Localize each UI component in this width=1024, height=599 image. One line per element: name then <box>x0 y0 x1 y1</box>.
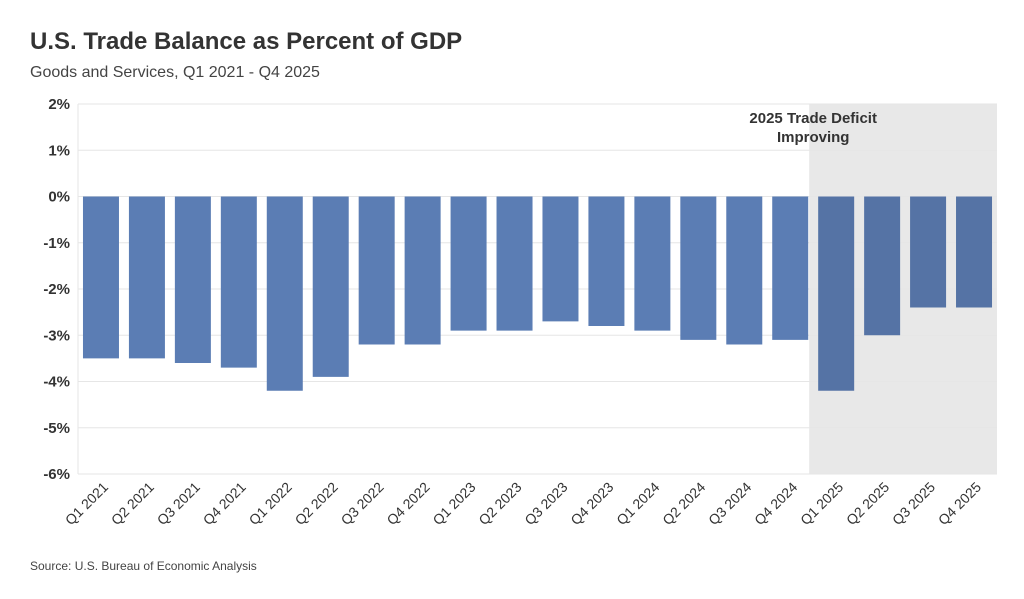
x-tick-label: Q1 2021 <box>62 479 111 528</box>
bar-q2-2023 <box>496 196 533 331</box>
bar-q3-2023 <box>542 196 579 322</box>
y-tick-label: -6% <box>43 466 70 483</box>
bar-q4-2022 <box>404 196 441 345</box>
bar-q4-2025 <box>956 196 993 308</box>
x-tick-label: Q4 2025 <box>935 479 984 528</box>
x-tick-label: Q3 2024 <box>705 479 754 528</box>
x-tick-label: Q1 2022 <box>246 479 295 528</box>
bar-q4-2023 <box>588 196 625 326</box>
x-tick-label: Q3 2025 <box>889 479 938 528</box>
x-tick-label: Q2 2024 <box>659 479 708 528</box>
x-tick-label: Q4 2023 <box>567 479 616 528</box>
bar-q3-2025 <box>910 196 947 308</box>
x-tick-label: Q2 2023 <box>475 479 524 528</box>
annotation-text: 2025 Trade Deficit <box>749 110 877 127</box>
bar-q2-2024 <box>680 196 717 340</box>
x-tick-label: Q3 2022 <box>337 479 386 528</box>
bar-q2-2021 <box>128 196 165 359</box>
bar-q1-2024 <box>634 196 671 331</box>
bar-q3-2024 <box>726 196 763 345</box>
x-tick-label: Q4 2022 <box>383 479 432 528</box>
bar-q1-2022 <box>266 196 303 391</box>
bar-q4-2024 <box>772 196 809 340</box>
y-tick-label: -2% <box>43 281 70 298</box>
x-tick-label: Q2 2022 <box>292 479 341 528</box>
bar-q2-2025 <box>864 196 901 336</box>
bar-q1-2023 <box>450 196 487 331</box>
y-tick-label: 1% <box>48 142 70 159</box>
bar-q1-2021 <box>82 196 119 359</box>
y-tick-label: -5% <box>43 420 70 437</box>
bar-q3-2022 <box>358 196 395 345</box>
x-tick-label: Q4 2024 <box>751 479 800 528</box>
y-tick-label: -3% <box>43 327 70 344</box>
annotation-text: Improving <box>777 129 850 146</box>
x-tick-label: Q3 2023 <box>521 479 570 528</box>
bar-q4-2021 <box>220 196 257 368</box>
y-tick-label: -4% <box>43 374 70 391</box>
y-tick-label: 2% <box>48 96 70 113</box>
source-note: Source: U.S. Bureau of Economic Analysis <box>30 559 257 573</box>
bar-q2-2022 <box>312 196 349 377</box>
x-tick-label: Q2 2021 <box>108 479 157 528</box>
y-tick-label: -1% <box>43 235 70 252</box>
chart-title: U.S. Trade Balance as Percent of GDP <box>30 28 463 55</box>
bar-q1-2025 <box>818 196 855 391</box>
x-tick-label: Q4 2021 <box>200 479 249 528</box>
x-tick-label: Q3 2021 <box>154 479 203 528</box>
x-tick-label: Q1 2025 <box>797 479 846 528</box>
x-tick-label: Q1 2024 <box>613 479 662 528</box>
x-tick-label: Q2 2025 <box>843 479 892 528</box>
chart-subtitle: Goods and Services, Q1 2021 - Q4 2025 <box>30 64 320 81</box>
x-tick-label: Q1 2023 <box>429 479 478 528</box>
y-tick-label: 0% <box>48 189 70 206</box>
bar-q3-2021 <box>174 196 211 363</box>
